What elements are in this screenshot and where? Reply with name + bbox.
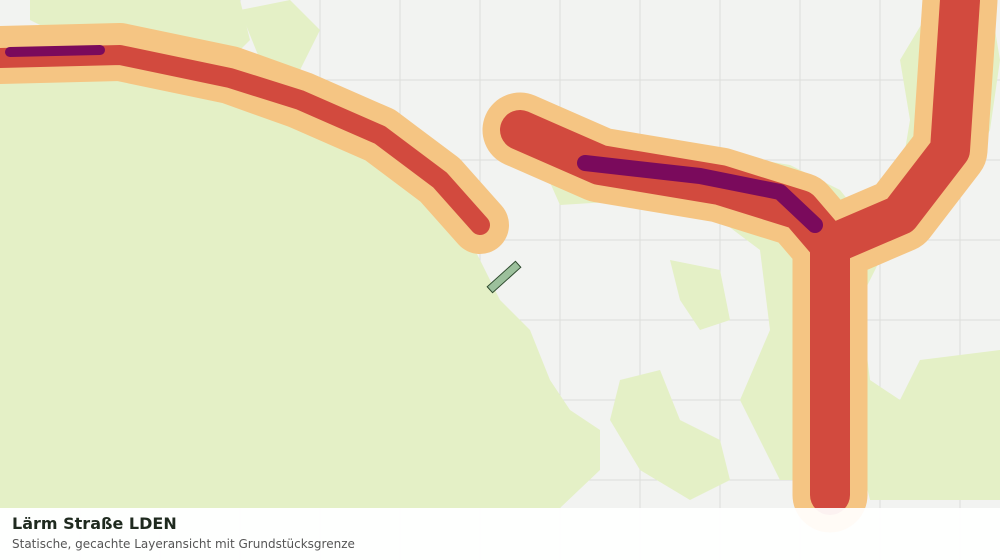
layer-title: Lärm Straße LDEN xyxy=(12,514,177,533)
layer-subtitle: Statische, gecachte Layeransicht mit Gru… xyxy=(12,537,355,551)
parcel-boundary xyxy=(486,260,522,294)
legend-panel: Lärm Straße LDEN Statische, gecachte Lay… xyxy=(0,508,1000,560)
noise-bands xyxy=(0,0,998,533)
green-areas xyxy=(0,0,1000,508)
